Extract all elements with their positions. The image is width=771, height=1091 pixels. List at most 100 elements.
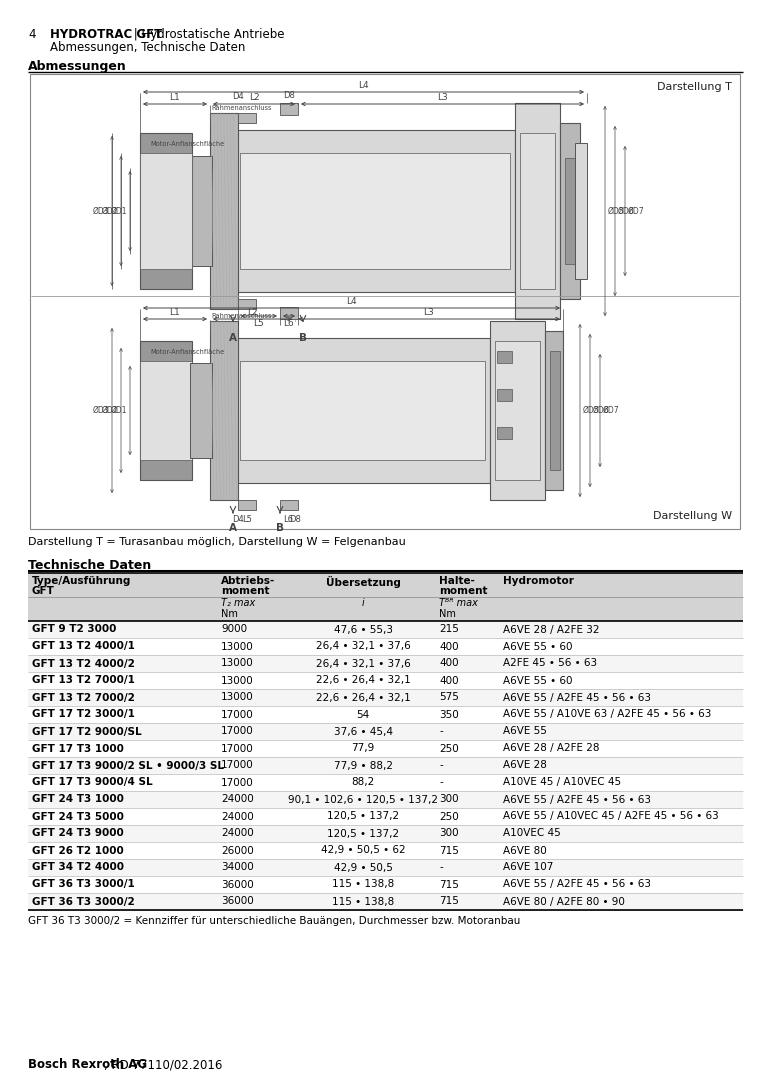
Text: B: B: [276, 523, 284, 533]
Text: T₂ max: T₂ max: [221, 598, 255, 608]
Text: GFT 13 T2 4000/2: GFT 13 T2 4000/2: [32, 659, 135, 669]
Text: A6VE 80 / A2FE 80 • 90: A6VE 80 / A2FE 80 • 90: [503, 897, 625, 907]
Bar: [28, 723, 743, 740]
Text: A2FE 45 • 56 • 63: A2FE 45 • 56 • 63: [503, 659, 597, 669]
Bar: [520, 133, 555, 289]
Text: 9000: 9000: [221, 624, 247, 635]
Bar: [28, 876, 743, 894]
Text: D8: D8: [283, 91, 295, 100]
Text: 350: 350: [439, 709, 459, 719]
Text: L4: L4: [346, 297, 357, 305]
Text: 575: 575: [439, 693, 459, 703]
Text: A6VE 55 • 60: A6VE 55 • 60: [503, 675, 573, 685]
Text: -: -: [439, 760, 443, 770]
Text: L1: L1: [170, 93, 180, 101]
Text: A6VE 80: A6VE 80: [503, 846, 547, 855]
Bar: [497, 427, 512, 439]
Text: 715: 715: [439, 897, 459, 907]
Text: A10VE 45 / A10VEC 45: A10VE 45 / A10VEC 45: [503, 778, 621, 788]
Text: Motor-Anflanschfläche: Motor-Anflanschfläche: [150, 349, 224, 355]
Bar: [28, 757, 743, 774]
Text: 250: 250: [439, 812, 459, 822]
Bar: [550, 351, 560, 470]
Text: GFT 17 T3 1000: GFT 17 T3 1000: [32, 743, 124, 754]
Text: ØD1: ØD1: [110, 406, 127, 415]
Bar: [497, 351, 512, 363]
Text: 42,9 • 50,5: 42,9 • 50,5: [334, 863, 392, 873]
Text: Technische Daten: Technische Daten: [28, 559, 151, 572]
Text: Nm: Nm: [221, 609, 238, 619]
Text: 250: 250: [439, 743, 459, 754]
Text: Darstellung T: Darstellung T: [657, 82, 732, 92]
Text: 24000: 24000: [221, 812, 254, 822]
Bar: [28, 791, 743, 808]
Text: ØD3: ØD3: [93, 406, 109, 415]
Text: GFT 34 T2 4000: GFT 34 T2 4000: [32, 863, 124, 873]
Bar: [140, 341, 192, 480]
Text: L5: L5: [254, 319, 264, 328]
Text: 13000: 13000: [221, 675, 254, 685]
Text: GFT 17 T3 9000/4 SL: GFT 17 T3 9000/4 SL: [32, 778, 153, 788]
Text: A6VE 107: A6VE 107: [503, 863, 554, 873]
Text: GFT 17 T2 9000/SL: GFT 17 T2 9000/SL: [32, 727, 142, 736]
Text: L3: L3: [423, 308, 434, 317]
Text: 22,6 • 26,4 • 32,1: 22,6 • 26,4 • 32,1: [315, 675, 410, 685]
Text: Darstellung T = Turasanbau möglich, Darstellung W = Felgenanbau: Darstellung T = Turasanbau möglich, Dars…: [28, 537, 406, 547]
Text: GFT 17 T2 3000/1: GFT 17 T2 3000/1: [32, 709, 135, 719]
Bar: [575, 143, 587, 279]
Text: 36000: 36000: [221, 897, 254, 907]
Text: Tᴮᴿ max: Tᴮᴿ max: [439, 598, 478, 608]
Text: 17000: 17000: [221, 709, 254, 719]
Text: 54: 54: [356, 709, 369, 719]
Text: 300: 300: [439, 794, 459, 804]
Text: 715: 715: [439, 879, 459, 889]
Text: A6VE 28 / A2FE 28: A6VE 28 / A2FE 28: [503, 743, 600, 754]
Bar: [238, 500, 256, 509]
Bar: [28, 621, 743, 638]
Bar: [280, 500, 298, 509]
Bar: [238, 299, 256, 309]
Bar: [28, 859, 743, 876]
Text: 90,1 • 102,6 • 120,5 • 137,2: 90,1 • 102,6 • 120,5 • 137,2: [288, 794, 438, 804]
Text: 115 • 138,8: 115 • 138,8: [332, 897, 394, 907]
Text: 24000: 24000: [221, 794, 254, 804]
Text: 17000: 17000: [221, 760, 254, 770]
Bar: [280, 307, 298, 319]
Text: 77,9: 77,9: [352, 743, 375, 754]
Bar: [545, 331, 563, 490]
Text: GFT 36 T3 3000/1: GFT 36 T3 3000/1: [32, 879, 135, 889]
Bar: [28, 894, 743, 910]
Text: GFT 24 T3 1000: GFT 24 T3 1000: [32, 794, 124, 804]
Text: moment: moment: [221, 586, 270, 596]
Text: moment: moment: [439, 586, 487, 596]
Text: L6: L6: [284, 319, 295, 328]
Bar: [240, 361, 485, 460]
Bar: [28, 808, 743, 825]
Bar: [28, 690, 743, 706]
Text: L6: L6: [283, 515, 293, 524]
Text: D4: D4: [232, 515, 244, 524]
Text: HYDROTRAC GFT: HYDROTRAC GFT: [50, 28, 162, 41]
Text: A6VE 28 / A2FE 32: A6VE 28 / A2FE 32: [503, 624, 600, 635]
Text: 24000: 24000: [221, 828, 254, 839]
Text: 13000: 13000: [221, 659, 254, 669]
Text: 26,4 • 32,1 • 37,6: 26,4 • 32,1 • 37,6: [315, 659, 410, 669]
Bar: [140, 133, 192, 289]
Bar: [28, 706, 743, 723]
Bar: [497, 389, 512, 401]
Text: GFT 13 T2 4000/1: GFT 13 T2 4000/1: [32, 642, 135, 651]
Text: -: -: [439, 727, 443, 736]
Text: ØD6: ØD6: [618, 206, 635, 216]
Text: A6VE 55 / A10VEC 45 / A2FE 45 • 56 • 63: A6VE 55 / A10VEC 45 / A2FE 45 • 56 • 63: [503, 812, 719, 822]
Text: D4: D4: [232, 92, 244, 101]
Bar: [28, 842, 743, 859]
Text: L5: L5: [242, 515, 252, 524]
Text: 26000: 26000: [221, 846, 254, 855]
Text: 22,6 • 26,4 • 32,1: 22,6 • 26,4 • 32,1: [315, 693, 410, 703]
Text: Type/Ausführung: Type/Ausführung: [32, 576, 131, 586]
Text: Bosch Rexroth AG: Bosch Rexroth AG: [28, 1058, 147, 1071]
Text: Motor-Anflanschfläche: Motor-Anflanschfläche: [150, 141, 224, 147]
Text: 17000: 17000: [221, 727, 254, 736]
Bar: [515, 103, 560, 319]
Bar: [140, 361, 192, 460]
